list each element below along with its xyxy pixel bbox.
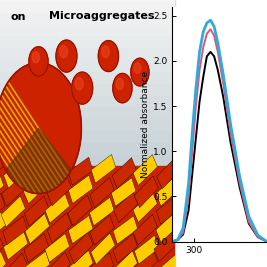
Polygon shape [89, 197, 114, 226]
Polygon shape [24, 234, 49, 262]
Bar [0, 22, 175, 36]
Polygon shape [3, 158, 28, 188]
Bar [0, 69, 175, 83]
Bar [0, 166, 175, 267]
Polygon shape [113, 234, 138, 263]
Polygon shape [156, 195, 181, 224]
Bar [0, 152, 175, 166]
Circle shape [60, 45, 68, 58]
Polygon shape [25, 153, 49, 184]
Polygon shape [25, 214, 50, 244]
Polygon shape [0, 173, 4, 203]
Y-axis label: Normalized absorbance: Normalized absorbance [141, 70, 150, 178]
Polygon shape [0, 234, 3, 265]
Polygon shape [2, 176, 26, 206]
Polygon shape [47, 213, 72, 243]
Polygon shape [3, 231, 28, 260]
Polygon shape [0, 193, 5, 222]
Polygon shape [91, 155, 116, 183]
Polygon shape [23, 173, 48, 204]
Text: on: on [10, 12, 26, 22]
Polygon shape [69, 250, 93, 267]
Polygon shape [89, 253, 114, 267]
Polygon shape [112, 158, 136, 188]
Polygon shape [113, 251, 138, 267]
Circle shape [29, 47, 48, 76]
Bar [0, 0, 175, 174]
Polygon shape [0, 212, 6, 242]
Polygon shape [25, 251, 50, 267]
Polygon shape [68, 175, 93, 203]
Polygon shape [69, 233, 93, 264]
Polygon shape [157, 157, 181, 189]
Text: Microaggregates: Microaggregates [49, 11, 154, 21]
Polygon shape [90, 178, 114, 207]
Bar [0, 45, 175, 59]
Bar [0, 57, 175, 71]
Polygon shape [156, 176, 180, 206]
Circle shape [98, 41, 119, 72]
Circle shape [75, 77, 83, 90]
Polygon shape [45, 233, 70, 262]
Polygon shape [91, 233, 115, 264]
Polygon shape [46, 252, 70, 267]
Circle shape [131, 58, 149, 86]
Polygon shape [46, 158, 71, 187]
Bar [0, 10, 175, 24]
Polygon shape [45, 193, 70, 223]
Text: (b): (b) [132, 0, 153, 2]
Bar [0, 105, 175, 118]
Polygon shape [68, 195, 92, 226]
Circle shape [32, 52, 40, 63]
Circle shape [102, 46, 109, 58]
Polygon shape [134, 249, 158, 267]
Polygon shape [0, 252, 6, 267]
Bar [0, 93, 175, 107]
Bar [0, 81, 175, 95]
Polygon shape [133, 191, 157, 222]
Circle shape [56, 40, 77, 72]
Polygon shape [90, 215, 114, 245]
Polygon shape [134, 235, 159, 264]
Polygon shape [68, 157, 93, 185]
Wedge shape [6, 128, 71, 194]
Polygon shape [47, 175, 72, 206]
Circle shape [113, 73, 132, 103]
Circle shape [116, 78, 123, 89]
Polygon shape [154, 231, 178, 262]
Polygon shape [68, 215, 93, 244]
Circle shape [134, 63, 141, 73]
Polygon shape [133, 214, 158, 245]
Polygon shape [111, 178, 136, 206]
Bar [0, 128, 175, 142]
Circle shape [0, 63, 81, 194]
Bar [0, 0, 175, 12]
Polygon shape [3, 216, 28, 245]
Polygon shape [157, 254, 181, 267]
Bar [0, 34, 175, 47]
Polygon shape [24, 196, 49, 226]
Polygon shape [133, 155, 158, 186]
Polygon shape [113, 216, 138, 244]
Polygon shape [156, 212, 180, 242]
Polygon shape [3, 253, 28, 267]
Polygon shape [134, 176, 158, 208]
Circle shape [72, 72, 93, 104]
Bar [0, 116, 175, 130]
Bar [0, 166, 175, 267]
Bar [0, 140, 175, 154]
Polygon shape [113, 192, 138, 223]
Polygon shape [1, 196, 25, 227]
Polygon shape [0, 154, 3, 183]
